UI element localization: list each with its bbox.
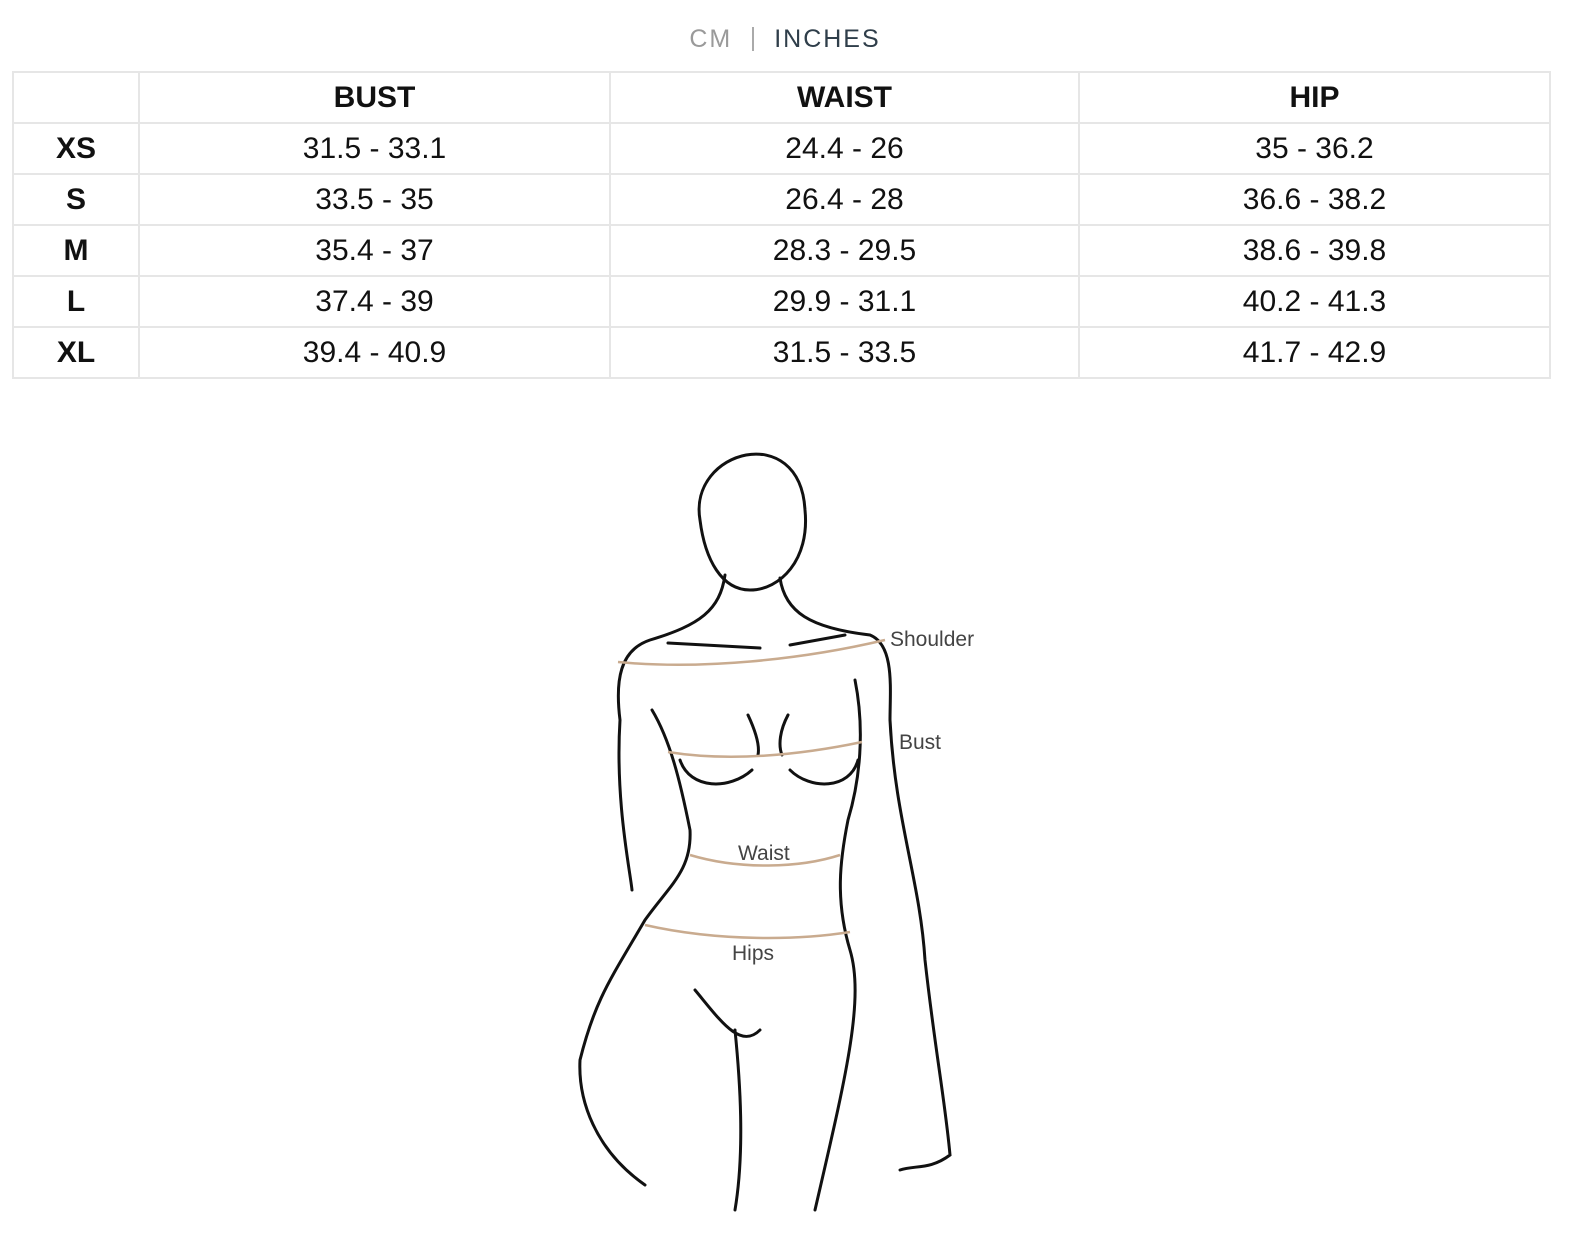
header-waist: WAIST <box>609 71 1080 124</box>
torso-left <box>578 708 692 1187</box>
neck-shoulders <box>616 573 952 1172</box>
unit-toggle: CM INCHES <box>0 24 1570 54</box>
table-row: L 37.4 - 39 29.9 - 31.1 40.2 - 41.3 <box>12 275 1551 328</box>
table-row: M 35.4 - 37 28.3 - 29.5 38.6 - 39.8 <box>12 224 1551 277</box>
waist-cell: 29.9 - 31.1 <box>609 275 1080 328</box>
hip-cell: 36.6 - 38.2 <box>1078 173 1551 226</box>
waist-cell: 31.5 - 33.5 <box>609 326 1080 379</box>
bust-curves <box>678 713 860 786</box>
size-cell: M <box>12 224 140 277</box>
label-shoulder: Shoulder <box>890 628 974 651</box>
table-row: XS 31.5 - 33.1 24.4 - 26 35 - 36.2 <box>12 122 1551 175</box>
size-cell: S <box>12 173 140 226</box>
label-bust: Bust <box>899 731 941 754</box>
unit-divider <box>752 27 755 52</box>
table-row: XL 39.4 - 40.9 31.5 - 33.5 41.7 - 42.9 <box>12 326 1551 379</box>
unit-cm-button[interactable]: CM <box>689 24 733 53</box>
waist-cell: 26.4 - 28 <box>609 173 1080 226</box>
waist-cell: 24.4 - 26 <box>609 122 1080 175</box>
bust-cell: 39.4 - 40.9 <box>138 326 611 379</box>
bust-cell: 35.4 - 37 <box>138 224 611 277</box>
waist-cell: 28.3 - 29.5 <box>609 224 1080 277</box>
head-outline <box>697 452 808 592</box>
header-size <box>12 71 140 124</box>
bust-measure-line <box>667 740 863 758</box>
torso-right <box>813 678 862 1212</box>
bust-cell: 31.5 - 33.1 <box>138 122 611 175</box>
unit-inches-button[interactable]: INCHES <box>774 24 881 53</box>
collarbone <box>666 633 847 650</box>
size-cell: XS <box>12 122 140 175</box>
bust-cell: 33.5 - 35 <box>138 173 611 226</box>
table-header-row: BUST WAIST HIP <box>12 71 1551 124</box>
table-row: S 33.5 - 35 26.4 - 28 36.6 - 38.2 <box>12 173 1551 226</box>
header-hip: HIP <box>1078 71 1551 124</box>
label-waist: Waist <box>738 842 790 865</box>
hip-cell: 41.7 - 42.9 <box>1078 326 1551 379</box>
header-bust: BUST <box>138 71 611 124</box>
hip-cell: 35 - 36.2 <box>1078 122 1551 175</box>
bust-cell: 37.4 - 39 <box>138 275 611 328</box>
hip-cell: 38.6 - 39.8 <box>1078 224 1551 277</box>
body-measurement-figure: Shoulder Bust Waist Hips <box>578 452 974 1212</box>
waist-measure-line <box>689 853 841 867</box>
size-chart-table: BUST WAIST HIP XS 31.5 - 33.1 24.4 - 26 35 … <box>12 71 1551 379</box>
size-cell: L <box>12 275 140 328</box>
label-hips: Hips <box>732 942 774 965</box>
size-cell: XL <box>12 326 140 379</box>
hips-measure-line <box>644 923 851 940</box>
inner-leg <box>693 988 762 1212</box>
shoulder-measure-line <box>617 638 886 667</box>
hip-cell: 40.2 - 41.3 <box>1078 275 1551 328</box>
